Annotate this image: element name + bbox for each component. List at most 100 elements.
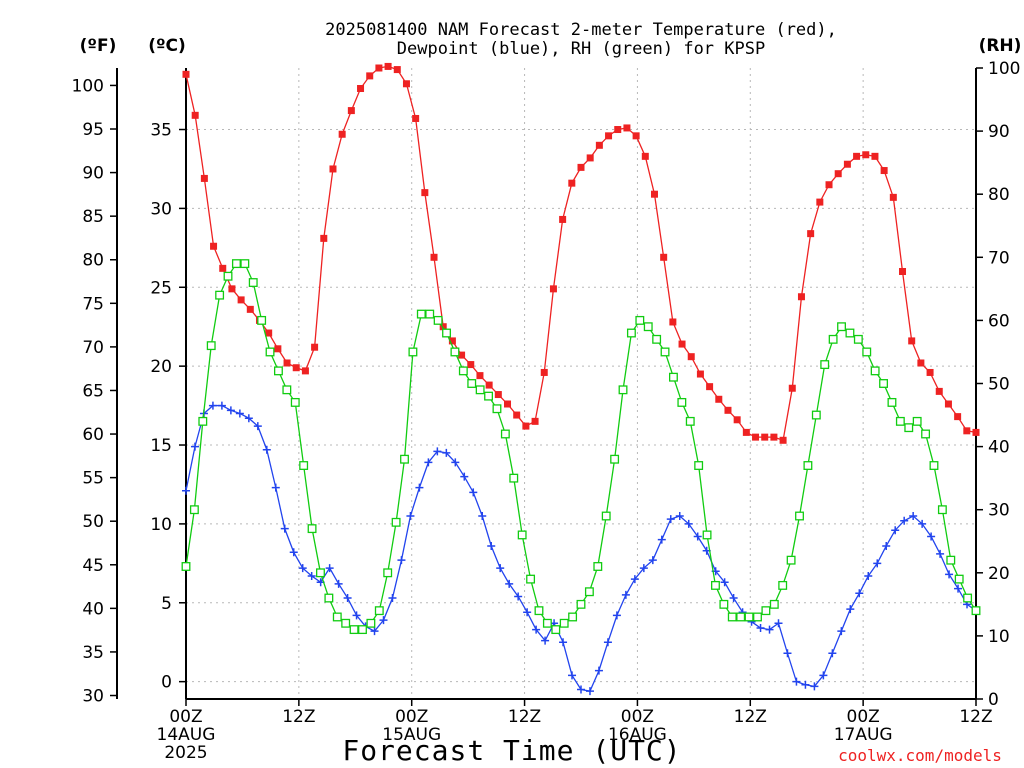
temperature-point [283,359,291,367]
temperature-point [908,337,916,345]
dewpoint-point [415,483,424,492]
dewpoint-point [217,401,226,410]
dewpoint-point [478,512,487,521]
temperature-point [770,433,778,441]
temperature-point [338,130,346,138]
dewpoint-point [855,589,864,598]
rh-point [551,625,561,635]
fahrenheit-tick-label: 70 [82,338,104,358]
rh-point [316,568,325,578]
temperature-point [641,152,649,160]
rh-point [862,347,872,357]
temperature-point [402,80,410,88]
temperature-point [467,361,475,369]
rh-point [433,315,443,325]
x-tick-label: 00Z [395,707,428,727]
series-line-dewpoint [185,404,977,692]
rh-unit-label: (RH) [979,36,1022,56]
rh-point [517,530,527,540]
x-tick-label: 16AUG [608,725,667,745]
rh-point [467,379,477,388]
temperature-point [476,372,484,380]
temperature-point [504,400,512,408]
temperature-point [797,293,805,301]
dewpoint-point [298,564,307,573]
dewpoint-point [280,524,289,533]
rh-point [795,511,804,521]
temperature-point [880,167,888,175]
rh-point [475,385,485,395]
temperature-point [669,318,677,326]
dewpoint-point [657,535,666,544]
fahrenheit-tick-label: 80 [82,251,104,271]
dewpoint-point [693,532,702,541]
rh-point [425,309,435,319]
chart-title: Dewpoint (blue), RH (green) for KPSP [397,39,765,59]
temperature-point [706,383,714,391]
temperature-point [834,170,842,178]
rh-point [307,524,317,534]
rh-point [921,429,931,439]
temperature-point [862,151,870,159]
temperature-point [540,368,548,376]
rh-point [568,612,578,622]
dewpoint-point [568,671,577,680]
rh-point [248,278,258,287]
rh-point [593,562,603,571]
rh-point [408,347,418,357]
temperature-point [742,428,750,436]
dewpoint-point [307,571,316,580]
rh-point [845,328,855,338]
rh-point [240,259,250,269]
dewpoint-point [846,605,855,614]
series-temperature [182,62,980,444]
rh-point [198,416,208,426]
fahrenheit-tick-label: 40 [82,599,104,619]
dewpoint-point [379,616,388,625]
rh-point [626,328,636,338]
fahrenheit-tick-label: 75 [82,294,104,314]
dewpoint-point [639,564,648,573]
rh-point [946,555,956,565]
dewpoint-point [442,448,451,457]
rh-point [391,517,401,527]
rh-point [223,271,233,281]
rh-point [929,461,939,470]
rh-point [442,328,451,338]
rh-point [526,574,536,584]
celsius-tick-label: 25 [150,278,172,298]
rh-point [744,612,754,622]
x-tick-label: 15AUG [382,725,441,745]
x-tick-label: 2025 [164,743,207,763]
rh-point [803,461,813,470]
rh-point [778,580,788,590]
rh-point [753,612,762,622]
temperature-point [899,267,907,275]
rh-point [761,606,771,616]
temperature-point [825,181,833,189]
rh-point [206,341,216,351]
fahrenheit-tick-label: 60 [82,425,104,445]
rh-point [870,366,880,376]
dewpoint-point [828,649,837,658]
rh-point [786,555,796,565]
temperature-point [531,417,539,425]
rh-point [400,454,409,464]
rh-tick-label: 30 [988,501,1010,521]
rh-point [559,618,569,628]
temperature-point [375,64,383,72]
temperature-point [733,416,741,424]
celsius-unit-label: (ºC) [148,36,186,56]
rh-point [374,606,384,616]
temperature-point [761,433,769,441]
dewpoint-point [630,575,639,584]
dewpoint-point [756,624,765,633]
temperature-point [439,323,447,331]
credit-label: coolwx.com/models [838,746,1002,765]
dewpoint-point [927,532,936,541]
dewpoint-point [460,472,469,481]
temperature-point [412,114,420,122]
rh-point [341,618,351,628]
temperature-point [650,190,658,198]
rh-point [189,505,199,515]
